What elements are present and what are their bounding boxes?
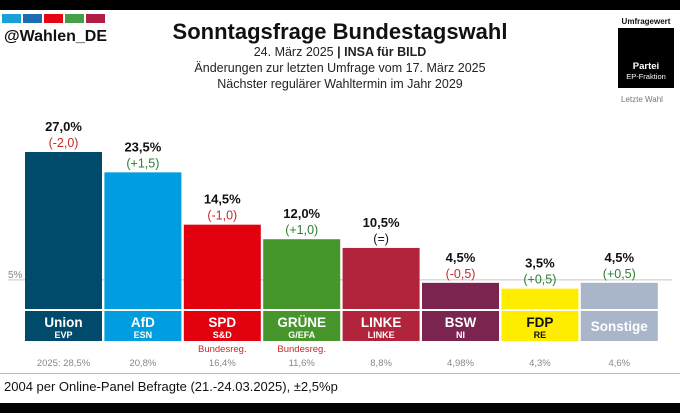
- bar-linke: [342, 247, 420, 309]
- legend-letzte-wahl: Letzte Wahl: [621, 95, 663, 104]
- legend-value-box: [618, 28, 674, 58]
- ep-group: G/EFA: [288, 330, 316, 340]
- bar-union: [25, 152, 102, 309]
- brand-square: [86, 14, 105, 23]
- legend-umfragewert: Umfragewert: [621, 17, 671, 26]
- legend-party-box: Partei EP-Fraktion: [618, 58, 674, 88]
- change-label: (=): [373, 232, 389, 246]
- party-name: FDP: [526, 315, 553, 330]
- poll-date: 24. März 2025: [253, 45, 334, 59]
- threshold-label: 5%: [8, 270, 23, 281]
- footer-divider: [0, 373, 680, 374]
- change-label: (-1,0): [207, 209, 237, 223]
- brand-color-squares: [2, 14, 105, 23]
- party-name: LINKE: [361, 315, 402, 330]
- change-label: (+1,0): [285, 223, 318, 237]
- party-label-box: [422, 311, 499, 341]
- value-label: 3,5%: [525, 256, 555, 271]
- party-name: GRÜNE: [277, 315, 326, 330]
- change-label: (-0,5): [446, 267, 476, 281]
- legend-partei: Partei: [632, 61, 660, 72]
- changes-note: Änderungen zur letzten Umfrage vom 17. M…: [194, 61, 486, 75]
- party-name: BSW: [445, 315, 477, 330]
- brand-square: [65, 14, 84, 23]
- ep-group: EVP: [54, 330, 72, 340]
- ep-group: ESN: [134, 330, 153, 340]
- bar-afd: [104, 172, 182, 309]
- party-name: AfD: [131, 315, 155, 330]
- legend-ep-fraktion: EP-Fraktion: [626, 72, 666, 81]
- party-label-box: [580, 311, 658, 341]
- change-label: (+0,5): [523, 273, 556, 287]
- value-label: 12,0%: [283, 206, 320, 221]
- party-label-box: [104, 311, 182, 341]
- last-election-value: 20,8%: [129, 358, 156, 369]
- bar-grüne: [263, 239, 341, 309]
- government-note: Bundesreg.: [198, 344, 247, 355]
- value-label: 10,5%: [363, 215, 400, 230]
- chart-title: Sonntagsfrage Bundestagswahl: [172, 19, 508, 44]
- bar-bsw: [422, 282, 499, 309]
- party-label-box: [342, 311, 420, 341]
- value-label: 14,5%: [204, 192, 241, 207]
- brand-square: [23, 14, 42, 23]
- sample-note: 2004 per Online-Panel Befragte (21.-24.0…: [4, 379, 338, 394]
- ep-group: RE: [534, 330, 547, 340]
- value-label: 27,0%: [45, 119, 82, 134]
- change-label: (+1,5): [126, 156, 159, 170]
- party-name: SPD: [208, 315, 236, 330]
- brand-square: [44, 14, 63, 23]
- party-label-box: [263, 311, 341, 341]
- brand-square: [2, 14, 21, 23]
- chart-card: @Wahlen_DE Sonntagsfrage Bundestagswahl …: [0, 10, 680, 403]
- last-election-value: 4,6%: [608, 358, 630, 369]
- last-election-value: 11,6%: [289, 358, 316, 369]
- ep-group: NI: [456, 330, 465, 340]
- bar-fdp: [501, 288, 579, 309]
- account-handle: @Wahlen_DE: [4, 28, 108, 45]
- last-election-value: 4,98%: [447, 358, 474, 369]
- value-label: 4,5%: [446, 250, 476, 265]
- value-label: 4,5%: [604, 250, 634, 265]
- last-election-value: 16,4%: [209, 358, 236, 369]
- pollster: INSA für BILD: [344, 45, 427, 59]
- next-election-note: Nächster regulärer Wahltermin im Jahr 20…: [217, 77, 463, 91]
- party-label-box: [183, 311, 261, 341]
- party-label-box: [501, 311, 579, 341]
- poll-date-line: 24. März 2025 | INSA für BILD: [0, 45, 680, 59]
- separator: |: [337, 45, 341, 59]
- ep-group: LINKE: [368, 330, 395, 340]
- last-election-value: 8,8%: [370, 358, 392, 369]
- bar-sonstige: [580, 282, 658, 309]
- bar-spd: [183, 224, 261, 309]
- last-election-value: 4,3%: [529, 358, 551, 369]
- party-name: Sonstige: [591, 319, 648, 334]
- last-election-value: 2025: 28,5%: [37, 358, 91, 369]
- change-label: (+0,5): [603, 267, 636, 281]
- ep-group: S&D: [213, 330, 233, 340]
- change-label: (-2,0): [49, 136, 79, 150]
- government-note: Bundesreg.: [277, 344, 326, 355]
- value-label: 23,5%: [124, 139, 161, 154]
- party-name: Union: [44, 315, 82, 330]
- party-label-box: [25, 311, 102, 341]
